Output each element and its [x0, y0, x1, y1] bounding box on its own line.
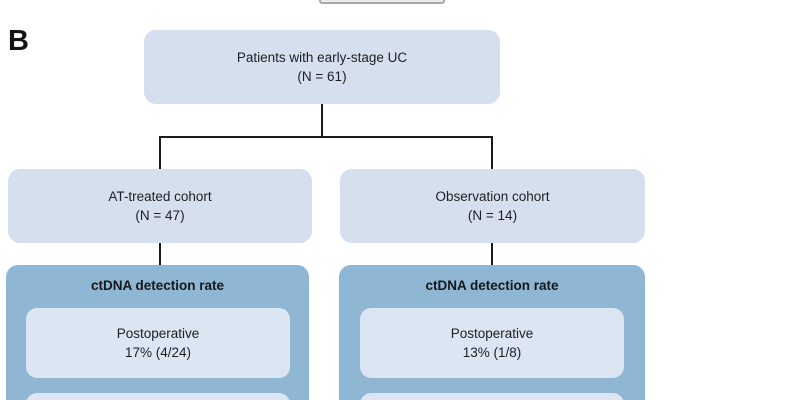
- connector-branch-bar: [159, 136, 493, 138]
- cohort-node-title: Observation cohort: [435, 188, 550, 204]
- root-node-count: (N = 61): [297, 69, 347, 84]
- detail-node-label: Postoperative: [116, 325, 200, 341]
- cohort-node-observation: Observation cohort (N = 14): [340, 169, 645, 243]
- detail-node-postoperative: Postoperative 17% (4/24): [26, 308, 290, 378]
- detail-node-label: Postoperative: [450, 325, 534, 341]
- connector-drop-left: [159, 136, 161, 169]
- detail-node-postoperative: Postoperative 13% (1/8): [360, 308, 624, 378]
- detection-panel-title: ctDNA detection rate: [425, 278, 559, 293]
- detection-panel-at-treated: ctDNA detection rate Postoperative 17% (…: [6, 265, 309, 400]
- cropped-box-remnant: [319, 0, 445, 4]
- detection-panel-observation: ctDNA detection rate Postoperative 13% (…: [339, 265, 645, 400]
- root-node: Patients with early-stage UC (N = 61): [144, 30, 500, 104]
- connector-left-cohort-panel: [159, 242, 161, 266]
- detail-node-cropped: [360, 393, 624, 400]
- cohort-node-count: (N = 47): [135, 208, 185, 223]
- cohort-node-title: AT-treated cohort: [108, 188, 212, 204]
- connector-drop-right: [491, 136, 493, 169]
- detail-node-value: 13% (1/8): [462, 345, 522, 360]
- connector-root-stem: [321, 104, 323, 138]
- root-node-title: Patients with early-stage UC: [236, 49, 408, 65]
- panel-label: B: [8, 25, 29, 57]
- connector-right-cohort-panel: [491, 242, 493, 266]
- cohort-node-count: (N = 14): [467, 208, 518, 223]
- detection-panel-title: ctDNA detection rate: [90, 278, 225, 293]
- detail-node-value: 17% (4/24): [124, 345, 192, 360]
- detail-node-cropped: [26, 393, 290, 400]
- cohort-node-at-treated: AT-treated cohort (N = 47): [8, 169, 312, 243]
